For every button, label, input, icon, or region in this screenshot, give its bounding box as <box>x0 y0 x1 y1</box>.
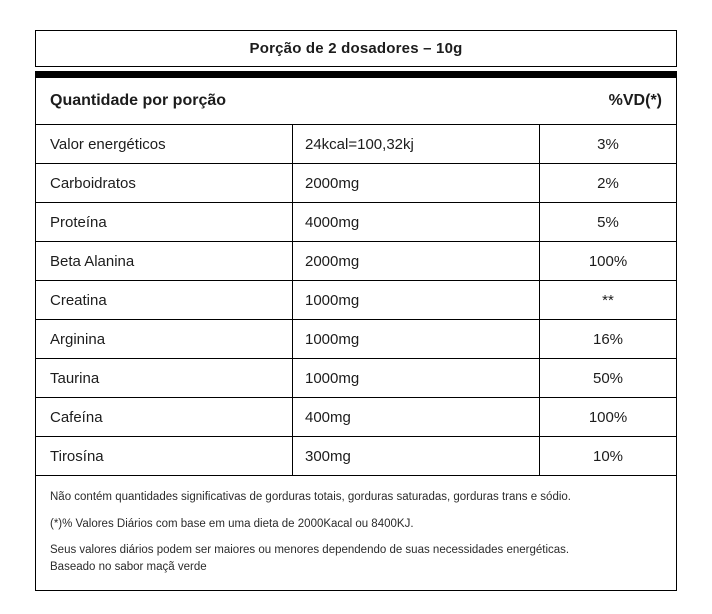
table-row: Taurina 1000mg 50% <box>36 359 676 398</box>
table-row: Arginina 1000mg 16% <box>36 320 676 359</box>
nutrient-amount: 4000mg <box>293 203 540 241</box>
nutrient-vd: 100% <box>588 252 628 270</box>
divider-bar <box>35 71 677 78</box>
nutrient-vd: 10% <box>592 447 624 465</box>
table-row: Proteína 4000mg 5% <box>36 203 676 242</box>
table-row: Cafeína 400mg 100% <box>36 398 676 437</box>
footnote-values-may-vary: Seus valores diários podem ser maiores o… <box>50 544 570 557</box>
nutrition-facts-label: Porção de 2 dosadores – 10g Quantidade p… <box>35 30 677 591</box>
table-row: Valor energéticos 24kcal=100,32kj 3% <box>36 125 676 164</box>
column-header-quantity: Quantidade por porção <box>50 92 227 109</box>
nutrient-amount: 24kcal=100,32kj <box>293 125 540 163</box>
nutrient-vd: 5% <box>597 213 619 231</box>
table-row: Beta Alanina 2000mg 100% <box>36 242 676 281</box>
footnote-flavor-basis: Baseado no sabor maçã verde <box>50 561 207 574</box>
nutrient-name: Proteína <box>36 203 293 241</box>
nutrient-vd: 2% <box>597 174 619 192</box>
nutrient-amount: 400mg <box>293 398 540 436</box>
table-row: Carboidratos 2000mg 2% <box>36 164 676 203</box>
table-row: Creatina 1000mg ** <box>36 281 676 320</box>
nutrient-vd: 3% <box>597 135 619 153</box>
nutrient-amount: 2000mg <box>293 164 540 202</box>
nutrition-table: Quantidade por porção %VD(*) Valor energ… <box>35 78 677 591</box>
nutrient-amount: 2000mg <box>293 242 540 280</box>
nutrient-name: Carboidratos <box>36 164 293 202</box>
nutrient-name: Valor energéticos <box>36 125 293 163</box>
nutrient-name: Creatina <box>36 281 293 319</box>
nutrient-vd: 100% <box>588 408 628 426</box>
nutrient-name: Taurina <box>36 359 293 397</box>
footnote-daily-values-basis: (*)% Valores Diários com base em uma die… <box>50 517 414 530</box>
column-header-vd: %VD(*) <box>608 92 662 109</box>
nutrient-vd: ** <box>602 291 614 309</box>
nutrient-vd: 16% <box>592 330 624 348</box>
nutrient-amount: 1000mg <box>293 320 540 358</box>
nutrient-amount: 1000mg <box>293 281 540 319</box>
nutrient-name: Tirosína <box>36 437 293 475</box>
nutrient-amount: 1000mg <box>293 359 540 397</box>
nutrient-name: Arginina <box>36 320 293 358</box>
table-header-row: Quantidade por porção %VD(*) <box>36 78 676 125</box>
nutrient-vd: 50% <box>592 369 624 387</box>
nutrient-name: Cafeína <box>36 398 293 436</box>
nutrient-name: Beta Alanina <box>36 242 293 280</box>
serving-size-box: Porção de 2 dosadores – 10g <box>35 30 677 67</box>
nutrient-amount: 300mg <box>293 437 540 475</box>
footnotes-section: Não contém quantidades significativas de… <box>36 476 676 590</box>
footnote-no-significant-amounts: Não contém quantidades significativas de… <box>50 491 571 503</box>
serving-size-text: Porção de 2 dosadores – 10g <box>249 40 463 57</box>
table-row: Tirosína 300mg 10% <box>36 437 676 476</box>
